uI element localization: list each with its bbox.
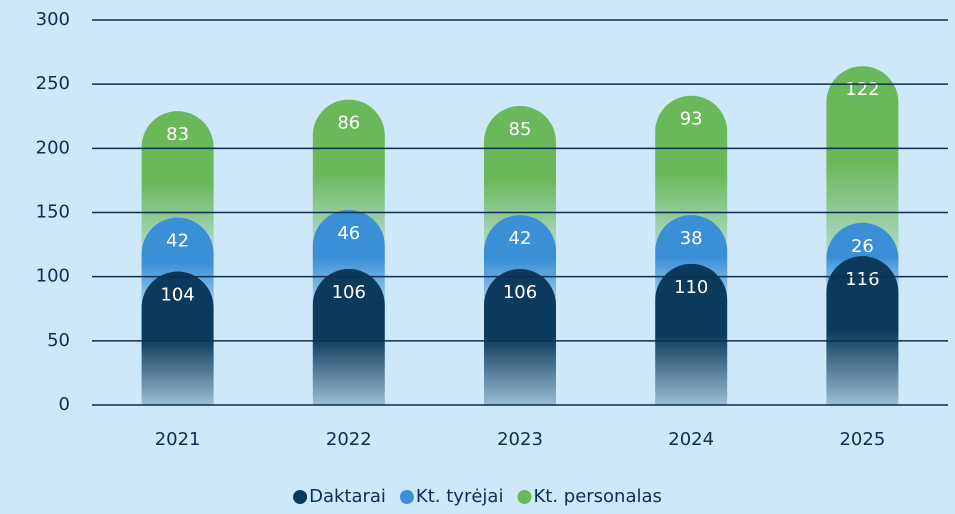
data-label: 83 [166,124,189,145]
legend-swatch [517,490,532,504]
data-label: 104 [160,285,194,306]
bar-segment [655,263,728,405]
legend-label: Daktarai [309,486,386,507]
legend: Daktarai Kt. tyrėjai Kt. personalas [293,486,662,507]
bar-segment [484,268,556,405]
legend-label: Kt. tyrėjai [416,486,504,507]
bar-segment [826,66,899,259]
bar-segment [141,111,214,254]
legend-label: Kt. personalas [533,486,661,507]
data-label: 116 [845,269,879,290]
data-label: 85 [509,119,532,140]
x-tick-label: 2021 [155,429,201,450]
y-tick-label: 50 [47,330,70,351]
data-label: 46 [337,223,360,244]
legend-swatch [399,490,414,504]
y-tick-label: 100 [36,266,70,287]
y-tick-label: 150 [36,202,70,223]
data-label: 122 [845,79,879,100]
y-tick-label: 0 [59,394,70,415]
bar-segment [826,256,899,405]
data-label: 110 [674,277,708,298]
x-tick-label: 2023 [497,429,543,450]
x-tick-label: 2022 [326,429,372,450]
bar-segment [141,271,214,405]
y-tick-label: 300 [36,9,70,30]
data-label: 26 [851,236,874,257]
data-label: 93 [680,109,703,130]
x-tick-label: 2025 [839,429,885,450]
bar-segment [312,99,385,246]
y-tick-label: 200 [36,137,70,158]
legend-swatch [293,490,308,504]
bar-segment [484,105,556,252]
data-label: 42 [509,228,532,249]
data-label: 38 [680,228,703,249]
data-label: 106 [503,282,537,303]
data-label: 106 [332,282,366,303]
y-tick-label: 250 [36,73,70,94]
data-label: 86 [337,113,360,134]
x-tick-label: 2024 [668,429,714,450]
data-label: 42 [166,231,189,252]
bar-segment [312,268,385,405]
